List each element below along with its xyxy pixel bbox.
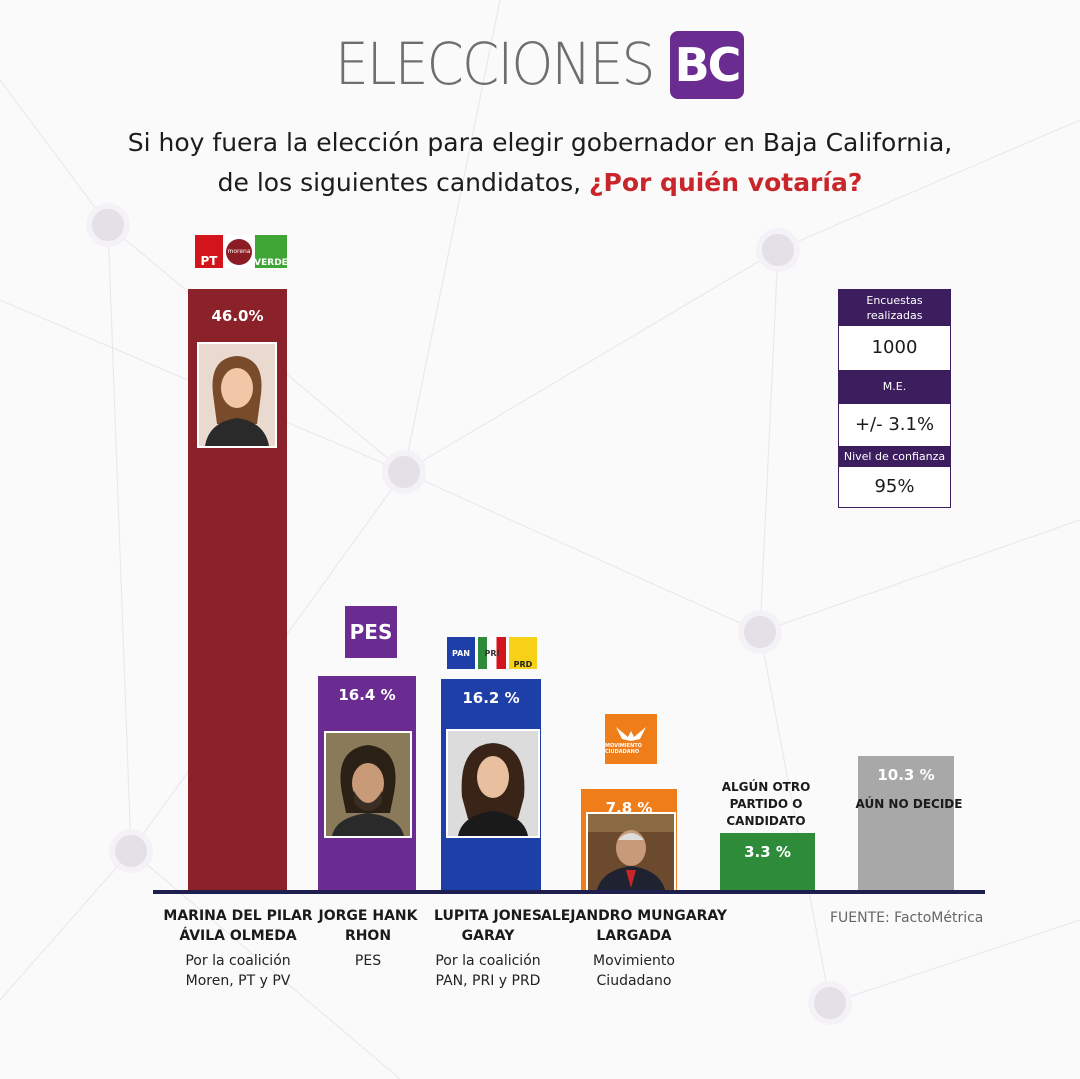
brand-word: ELECCIONES xyxy=(335,30,655,98)
survey-info-box: Encuestas realizadas 1000 M.E. +/- 3.1% … xyxy=(838,289,951,508)
brand-logo: ELECCIONES xyxy=(335,28,681,100)
bar-value-label: 10.3 % xyxy=(877,766,935,785)
question-line-2-text: de los siguientes candidatos, xyxy=(217,168,582,197)
eagle-icon xyxy=(616,727,646,741)
candidate-name-jones: LUPITA JONES GARAY xyxy=(434,908,542,944)
bar-value-label: 16.4 % xyxy=(338,686,396,705)
question-highlight: ¿Por quién votaría? xyxy=(589,168,863,197)
photo-jones xyxy=(446,729,540,838)
bar-value-label: 3.3 % xyxy=(744,843,791,861)
candidate-party-jones: Por la coalición PAN, PRI y PRD xyxy=(435,953,541,989)
prd-logo: PRD xyxy=(509,637,537,669)
confidence-label: Nivel de confianza xyxy=(839,446,950,467)
bar-value-label: 46.0% xyxy=(211,307,264,325)
photo-avila xyxy=(197,342,277,448)
pan-pri-prd-logos: PAN PRI PRD xyxy=(447,637,537,669)
candidate-party-mungaray: Movimiento Ciudadano xyxy=(593,953,675,989)
label-otro: ALGÚN OTRO PARTIDO O CANDIDATO xyxy=(721,780,811,828)
source-note: FUENTE: FactoMétrica xyxy=(830,910,984,926)
photo-mungaray xyxy=(586,812,676,896)
morena-logo: morena xyxy=(225,235,253,268)
pt-logo: PT xyxy=(195,235,223,268)
mc-logo: MOVIMIENTO CIUDADANO xyxy=(605,714,657,764)
question-line-2: de los siguientes candidatos, ¿Por quién… xyxy=(0,168,1080,197)
question-line-1: Si hoy fuera la elección para elegir gob… xyxy=(127,128,953,157)
brand-badge: BC xyxy=(670,31,744,99)
surveys-label: Encuestas realizadas xyxy=(839,290,950,326)
candidate-party-avila: Por la coalición Moren, PT y PV xyxy=(185,953,291,989)
me-value: +/- 3.1% xyxy=(854,414,935,435)
bar-nodecide: 10.3 % xyxy=(858,756,954,891)
confidence-value: 95% xyxy=(874,476,915,497)
coalition-logos: PT morena VERDE xyxy=(195,235,288,268)
candidate-name-hank: JORGE HANK RHON xyxy=(318,908,418,944)
photo-hank xyxy=(324,731,412,838)
me-label: M.E. xyxy=(839,370,950,404)
bar-otro: 3.3 % xyxy=(720,833,815,891)
pan-logo: PAN xyxy=(447,637,475,669)
candidate-party-hank: PES xyxy=(354,953,382,969)
bar-value-label: 16.2 % xyxy=(462,688,520,707)
verde-logo: VERDE xyxy=(254,235,288,268)
label-nodecide: AÚN NO DECIDE xyxy=(855,797,963,811)
pri-logo: PRI xyxy=(478,637,506,669)
surveys-value: 1000 xyxy=(871,337,918,358)
candidate-name-avila: MARINA DEL PILAR ÁVILA OLMEDA xyxy=(163,908,313,944)
candidate-name-mungaray: ALEJANDRO MUNGARAY LARGADA xyxy=(540,908,727,944)
x-axis-line xyxy=(153,890,985,894)
pes-logo: PES xyxy=(345,606,397,658)
